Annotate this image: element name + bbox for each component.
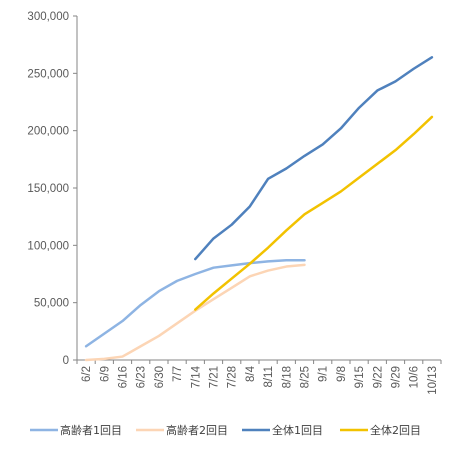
series-lines (84, 56, 434, 362)
legend: 高齢者1回目 高齢者2回目 全体1回目 全体2回目 (30, 423, 421, 437)
y-tick-label: 150,000 (27, 183, 69, 195)
legend-label: 高齢者2回目 (166, 423, 228, 437)
x-tick-label: 7/28 (227, 366, 239, 388)
x-tick-label: 7/14 (190, 365, 202, 388)
x-tick-label: 6/2 (81, 366, 93, 382)
y-tick-label: 50,000 (34, 298, 69, 310)
x-axis-ticks: 6/2 6/9 6/16 6/23 6/30 7/7 7/14 7/21 7/28 8/4 8/11… (76, 360, 442, 395)
legend-label: 全体2回目 (370, 423, 421, 437)
series-line-3 (194, 56, 434, 261)
x-tick-label: 9/15 (354, 366, 366, 388)
axes (76, 16, 441, 361)
legend-label: 高齢者1回目 (60, 423, 122, 437)
x-tick-label: 8/18 (281, 366, 293, 388)
x-tick-label: 6/30 (154, 366, 166, 388)
x-tick-label: 10/6 (409, 366, 421, 388)
series-line-1 (84, 258, 306, 348)
y-axis-ticks: 0 50,000 100,000 150,000 200,000 250,000 300,0… (27, 11, 77, 367)
x-tick-label: 7/21 (209, 366, 221, 388)
series-line-2 (84, 263, 306, 362)
y-tick-label: 300,000 (27, 11, 69, 23)
y-tick-label: 200,000 (27, 126, 69, 138)
x-tick-label: 9/1 (318, 366, 330, 382)
x-tick-label: 9/22 (372, 366, 384, 388)
series-line-4 (194, 115, 434, 311)
x-tick-label: 8/4 (245, 365, 257, 382)
x-tick-label: 6/16 (118, 366, 130, 388)
x-tick-label: 7/7 (172, 366, 184, 382)
x-tick-label: 9/29 (391, 366, 403, 388)
x-tick-label: 10/13 (427, 366, 439, 395)
y-tick-label: 250,000 (27, 68, 69, 80)
x-tick-label: 6/9 (99, 366, 111, 382)
y-tick-label: 100,000 (27, 240, 69, 252)
x-tick-label: 9/8 (336, 366, 348, 382)
x-tick-label: 8/11 (263, 366, 275, 388)
x-tick-label: 8/25 (300, 366, 312, 388)
x-tick-label: 6/23 (136, 366, 148, 388)
legend-label: 全体1回目 (272, 423, 323, 437)
y-tick-label: 0 (63, 355, 69, 367)
